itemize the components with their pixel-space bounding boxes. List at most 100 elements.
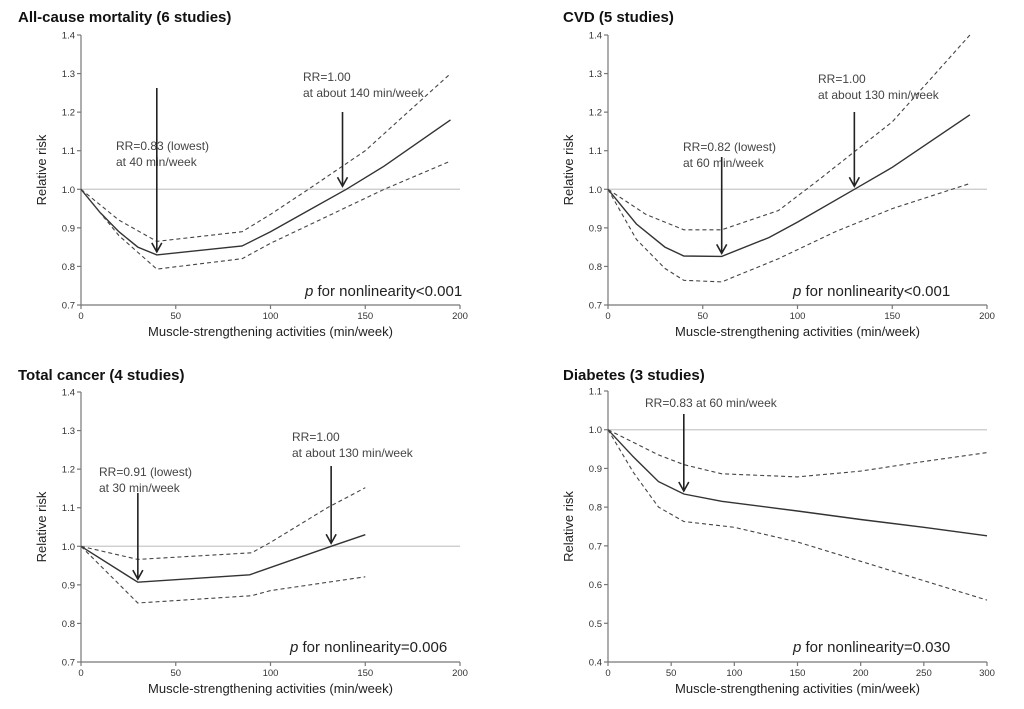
y-tick-label: 0.9 — [589, 464, 602, 475]
p-value-label: for nonlinearity=0.006 — [298, 639, 447, 656]
rr-curve — [607, 114, 971, 258]
y-axis-label: Relative risk — [561, 134, 576, 205]
lower-ci-curve — [80, 545, 366, 604]
p-value-label: for nonlinearity<0.001 — [313, 283, 462, 300]
x-tick-label: 300 — [979, 668, 995, 679]
y-tick-label: 1.0 — [62, 542, 75, 553]
p-value-label: for nonlinearity<0.001 — [801, 283, 950, 300]
rr-curve — [80, 119, 451, 256]
y-axis-label: Relative risk — [34, 491, 49, 562]
x-tick-label: 0 — [78, 311, 83, 322]
y-tick-label: 0.9 — [62, 580, 75, 591]
y-tick-label: 0.8 — [62, 262, 75, 273]
p-symbol: p — [304, 283, 313, 300]
x-tick-label: 100 — [263, 311, 279, 322]
annotation-line: at about 130 min/week — [292, 446, 414, 460]
y-tick-label: 0.5 — [589, 619, 602, 630]
y-axis-label: Relative risk — [561, 491, 576, 562]
x-axis-label: Muscle-strengthening activities (min/wee… — [675, 681, 920, 696]
y-tick-label: 1.3 — [589, 69, 602, 80]
annotation-line: RR=0.83 (lowest) — [116, 139, 209, 153]
chart-panel-3: Total cancer (4 studies) 0.7 0.8 0.9 1.0 1.1 1… — [18, 367, 468, 696]
p-value-label: for nonlinearity=0.030 — [801, 639, 950, 656]
y-tick-label: 1.0 — [589, 185, 602, 196]
x-tick-label: 200 — [979, 311, 995, 322]
y-tick-label: 1.3 — [62, 69, 75, 80]
lower-ci-curve — [607, 182, 971, 283]
lower-ci-curve — [607, 429, 988, 601]
chart-title: CVD (5 studies) — [563, 9, 674, 26]
arrow-head — [678, 481, 690, 493]
x-tick-label: 150 — [357, 311, 373, 322]
annotation-text: RR=0.91 (lowest) at 30 min/week — [99, 465, 192, 495]
y-tick-label: 1.0 — [589, 425, 602, 436]
p-symbol: p — [792, 639, 801, 656]
y-tick-label: 1.2 — [62, 465, 75, 476]
y-tick-label: 0.9 — [589, 223, 602, 234]
p-value-text: p for nonlinearity=0.006 — [289, 639, 447, 656]
y-tick-label: 1.4 — [62, 388, 75, 399]
chart-panel-4: Diabetes (3 studies) 0.4 0.5 0.6 0.7 0.8 0.9 1.… — [561, 367, 995, 696]
y-tick-label: 0.8 — [589, 262, 602, 273]
annotation-line: RR=0.82 (lowest) — [683, 140, 776, 154]
x-tick-label: 200 — [853, 668, 869, 679]
chart-title: All-cause mortality (6 studies) — [18, 9, 231, 26]
p-symbol: p — [289, 639, 298, 656]
annotation-line: RR=0.91 (lowest) — [99, 465, 192, 479]
upper-ci-curve — [80, 487, 366, 560]
x-axis-label: Muscle-strengthening activities (min/wee… — [675, 324, 920, 339]
x-tick-label: 200 — [452, 311, 468, 322]
x-tick-label: 150 — [884, 311, 900, 322]
x-tick-label: 50 — [170, 668, 181, 679]
annotation-line: at about 140 min/week — [303, 86, 425, 100]
annotation-line: RR=1.00 — [818, 72, 866, 86]
y-tick-label: 1.4 — [62, 31, 75, 42]
y-axis-label: Relative risk — [34, 134, 49, 205]
arrow-head — [151, 242, 163, 254]
lower-ci-curve — [80, 160, 451, 270]
upper-ci-curve — [607, 429, 988, 478]
y-tick-label: 1.1 — [62, 146, 75, 157]
annotation-text: RR=0.82 (lowest) at 60 min/week — [683, 140, 776, 170]
y-tick-label: 1.3 — [62, 426, 75, 437]
chart-panel-2: CVD (5 studies) 0.7 0.8 0.9 1.0 1.1 1.2 1.3 1.4 0… — [561, 9, 995, 339]
p-value-text: p for nonlinearity<0.001 — [792, 283, 950, 300]
arrow-head — [132, 569, 144, 581]
annotation-line: RR=1.00 — [292, 430, 340, 444]
annotation-text: RR=1.00 at about 130 min/week — [292, 430, 414, 460]
y-tick-label: 1.2 — [589, 108, 602, 119]
x-tick-label: 50 — [170, 311, 181, 322]
annotation-text: RR=0.83 at 60 min/week — [645, 396, 778, 410]
y-tick-label: 1.1 — [589, 146, 602, 157]
x-tick-label: 100 — [790, 311, 806, 322]
annotation-text: RR=1.00 at about 140 min/week — [303, 70, 425, 100]
x-tick-label: 0 — [605, 668, 610, 679]
annotation-line: at about 130 min/week — [818, 88, 940, 102]
annotation-line: RR=0.83 at 60 min/week — [645, 396, 778, 410]
y-tick-label: 0.8 — [62, 619, 75, 630]
x-tick-label: 250 — [916, 668, 932, 679]
annotation-text: RR=1.00 at about 130 min/week — [818, 72, 940, 102]
y-tick-label: 1.1 — [589, 387, 602, 398]
annotation-line: RR=1.00 — [303, 70, 351, 84]
y-tick-label: 1.0 — [62, 185, 75, 196]
x-tick-label: 100 — [726, 668, 742, 679]
p-symbol: p — [792, 283, 801, 300]
chart-panel-1: All-cause mortality (6 studies) 0.7 0.8 0.9… — [18, 9, 468, 339]
chart-title: Total cancer (4 studies) — [18, 367, 184, 384]
x-tick-label: 50 — [697, 311, 708, 322]
upper-ci-curve — [80, 73, 451, 242]
arrow-head — [716, 244, 728, 256]
arrow-head — [336, 176, 349, 188]
y-tick-label: 1.4 — [589, 31, 602, 42]
annotation-line: at 30 min/week — [99, 481, 181, 495]
y-tick-label: 1.2 — [62, 108, 75, 119]
y-tick-label: 0.6 — [589, 580, 602, 591]
x-tick-label: 150 — [790, 668, 806, 679]
chart-title: Diabetes (3 studies) — [563, 367, 705, 384]
x-tick-label: 150 — [357, 668, 373, 679]
arrow-head — [325, 533, 337, 545]
annotation-line: at 60 min/week — [683, 156, 765, 170]
x-axis-label: Muscle-strengthening activities (min/wee… — [148, 681, 393, 696]
